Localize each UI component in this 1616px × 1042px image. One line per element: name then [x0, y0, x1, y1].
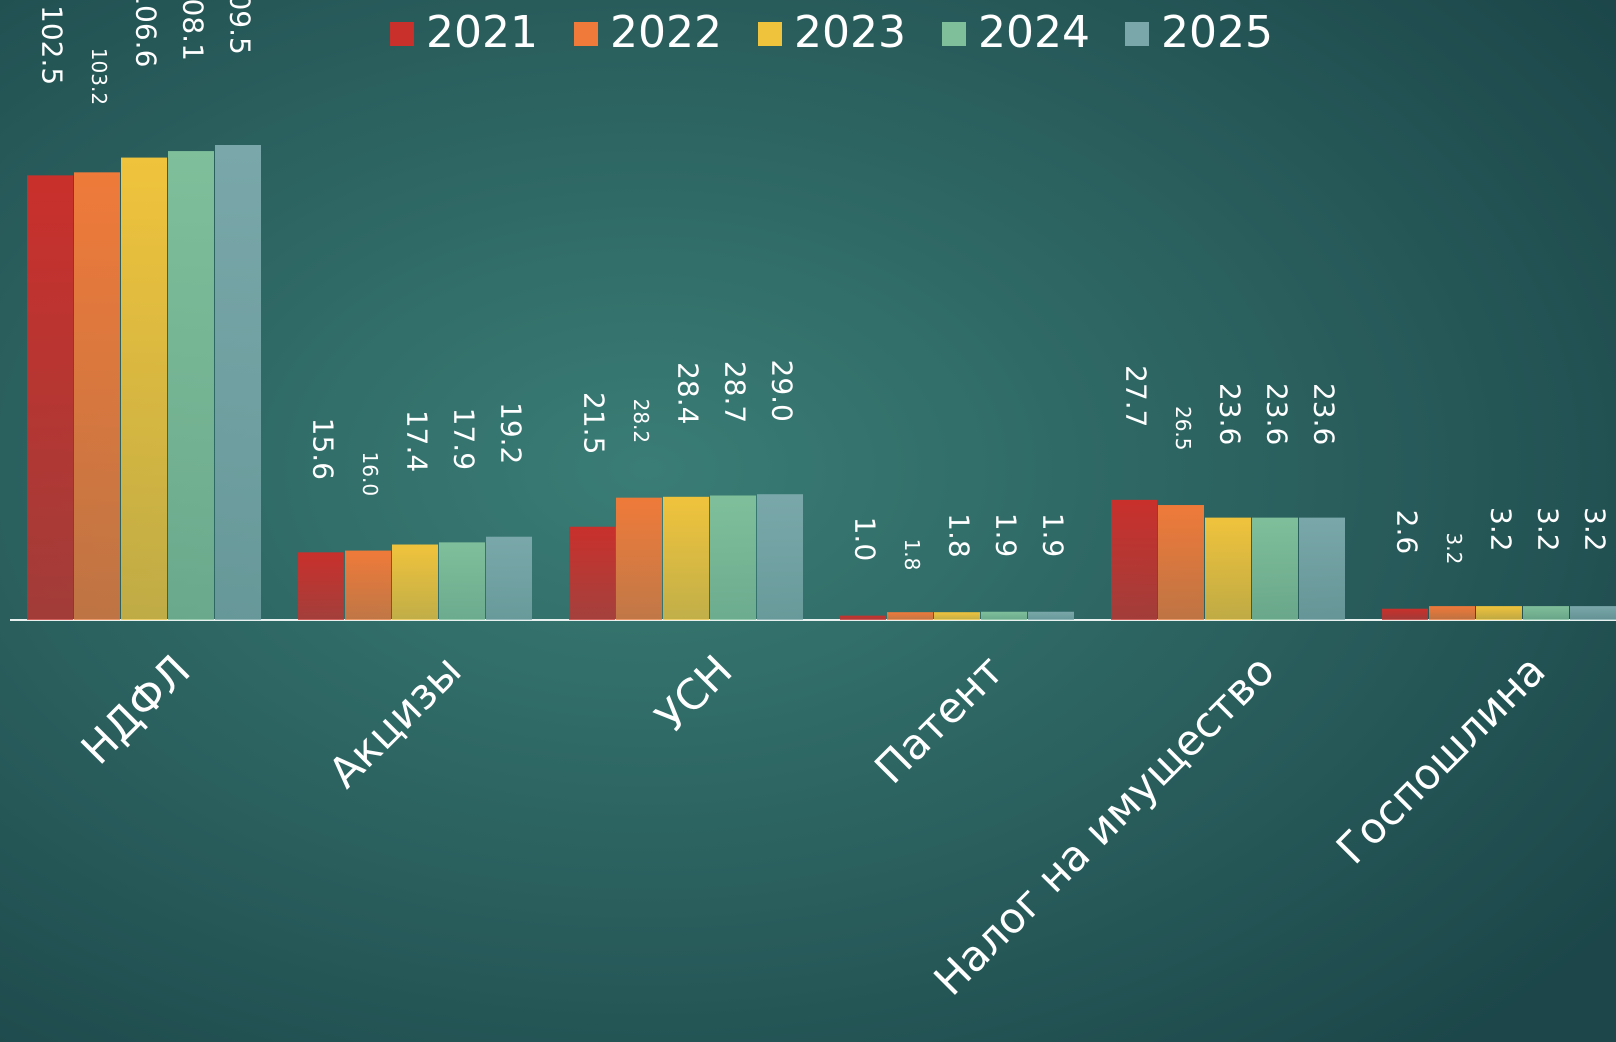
- legend-swatch: [390, 22, 414, 46]
- value-label: 1.8: [900, 539, 924, 571]
- value-label: 28.7: [719, 361, 752, 423]
- value-label: 16.0: [358, 452, 382, 497]
- value-label: 29.0: [766, 360, 799, 422]
- value-label: 15.6: [307, 418, 340, 480]
- legend-label: 2021: [426, 7, 538, 58]
- bar: [840, 615, 886, 620]
- bar: [215, 145, 261, 620]
- bar: [616, 497, 662, 620]
- value-label: 103.2: [87, 48, 111, 105]
- value-label: 106.6: [130, 0, 163, 67]
- value-label: 3.2: [1485, 507, 1518, 552]
- value-label: 1.8: [943, 513, 976, 558]
- bar: [1111, 499, 1157, 620]
- bar: [298, 552, 344, 620]
- value-label: 19.2: [495, 402, 528, 464]
- value-label: 3.2: [1579, 507, 1612, 552]
- value-label: 3.2: [1442, 532, 1466, 564]
- value-label: 109.5: [224, 0, 257, 55]
- bar: [887, 612, 933, 620]
- value-label: 27.7: [1120, 365, 1153, 427]
- bar: [1382, 608, 1428, 620]
- value-label: 1.9: [990, 513, 1023, 558]
- legend-label: 2024: [978, 7, 1090, 58]
- bar: [121, 157, 167, 621]
- bar: [1476, 606, 1522, 620]
- bar: [569, 526, 615, 620]
- bar: [1252, 517, 1298, 620]
- value-label: 2.6: [1391, 510, 1424, 555]
- legend-swatch: [758, 22, 782, 46]
- legend-swatch: [942, 22, 966, 46]
- value-label: 108.1: [177, 0, 210, 61]
- bar: [1205, 517, 1251, 620]
- legend-label: 2025: [1161, 7, 1273, 58]
- bar: [439, 542, 485, 620]
- value-label: 23.6: [1214, 383, 1247, 445]
- value-label: 102.5: [36, 5, 69, 85]
- bar: [27, 175, 73, 620]
- value-label: 26.5: [1171, 406, 1195, 451]
- value-label: 1.9: [1037, 513, 1070, 558]
- value-label: 23.6: [1261, 383, 1294, 445]
- bar: [168, 151, 214, 620]
- bar: [1028, 611, 1074, 620]
- bar: [934, 612, 980, 620]
- bar: [710, 495, 756, 620]
- bar: [1429, 606, 1475, 620]
- bar: [981, 611, 1027, 620]
- legend-swatch: [1125, 22, 1149, 46]
- bar: [757, 494, 803, 620]
- value-label: 28.2: [629, 399, 653, 444]
- bar: [74, 172, 120, 620]
- legend-swatch: [574, 22, 598, 46]
- bar: [392, 544, 438, 620]
- value-label: 17.9: [448, 408, 481, 470]
- value-label: 21.5: [578, 392, 611, 454]
- bar: [1523, 606, 1569, 620]
- bar: [1299, 517, 1345, 620]
- value-label: 23.6: [1308, 383, 1341, 445]
- bar: [1158, 505, 1204, 620]
- value-label: 3.2: [1532, 507, 1565, 552]
- bar: [345, 550, 391, 620]
- value-label: 1.0: [849, 517, 882, 562]
- value-label: 28.4: [672, 362, 705, 424]
- bar: [1570, 606, 1616, 620]
- value-label: 17.4: [401, 410, 434, 472]
- bar: [663, 496, 709, 620]
- bar: [486, 536, 532, 620]
- legend-label: 2022: [610, 7, 722, 58]
- legend-label: 2023: [794, 7, 906, 58]
